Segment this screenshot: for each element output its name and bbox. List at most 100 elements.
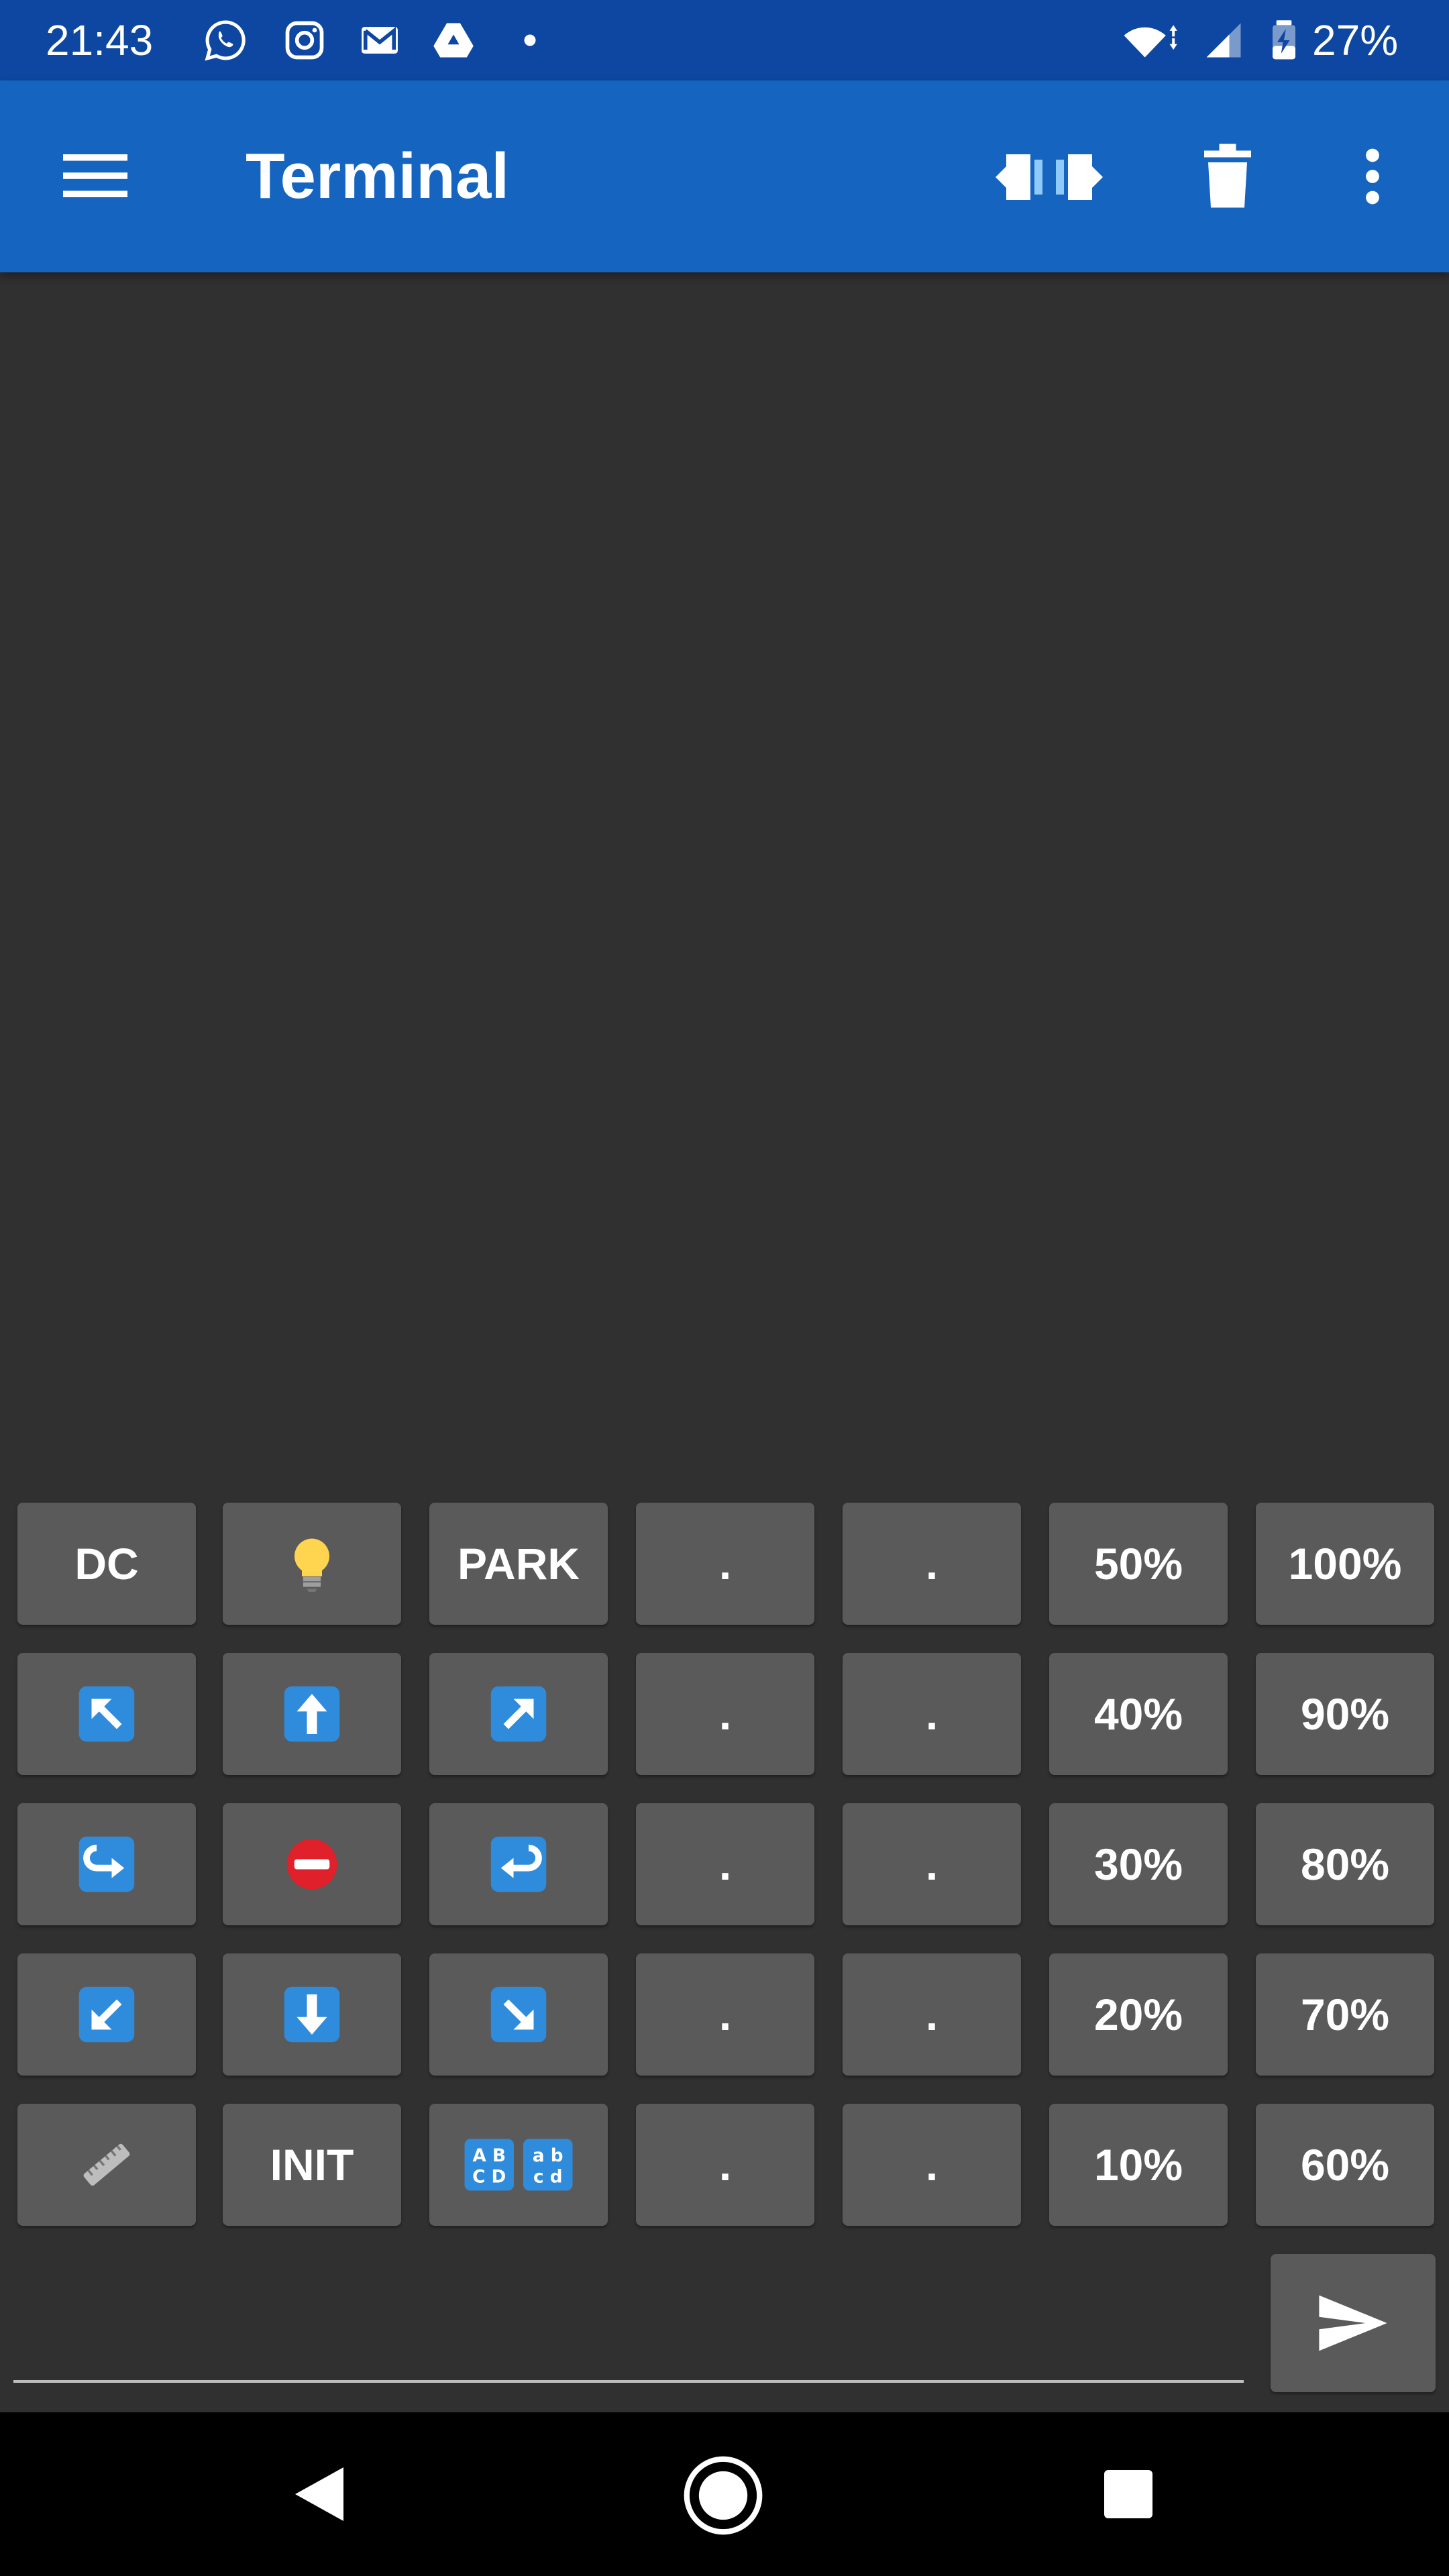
macro-button-label: DC [74, 1539, 139, 1589]
connect-icon[interactable] [993, 144, 1106, 211]
more-vert-icon[interactable] [1354, 146, 1391, 207]
macro-button-abcd[interactable]: A B C D a b c d [429, 2104, 608, 2226]
macro-button-up[interactable] [223, 1653, 401, 1775]
macro-button-label: 40% [1093, 1689, 1183, 1739]
macro-button-label: . [718, 1839, 732, 1889]
arrow-curve-left-icon [490, 1836, 547, 1892]
app-title: Terminal [246, 140, 509, 212]
arrow-up-right-icon [490, 1686, 547, 1742]
macro-button-label: 60% [1300, 2140, 1390, 2190]
macro-button-label: . [718, 1539, 732, 1589]
macro-button-stop[interactable] [223, 1803, 401, 1925]
macro-button-label: PARK [457, 1539, 580, 1589]
ruler-icon [83, 2143, 130, 2186]
macro-button-blank[interactable]: . [636, 1953, 814, 2076]
macro-button-measure[interactable] [17, 2104, 196, 2226]
delete-icon[interactable] [1201, 142, 1254, 209]
macro-button-turn-right[interactable] [17, 1803, 196, 1925]
macro-button-label: . [718, 1990, 732, 2039]
arrow-curve-right-icon [78, 1836, 135, 1892]
macro-button-label: 20% [1093, 1990, 1183, 2039]
macro-button-label: . [925, 1689, 938, 1739]
menu-icon[interactable] [60, 149, 130, 203]
macro-button-blank[interactable]: . [843, 1653, 1021, 1775]
macro-button-10[interactable]: 10% [1049, 2104, 1228, 2226]
nav-back-icon[interactable] [292, 2465, 346, 2524]
battery-percent: 27% [1312, 16, 1399, 64]
macro-button-label: . [718, 2140, 732, 2190]
status-bar: 21:43 27% [0, 0, 1449, 80]
no-entry-icon [286, 1839, 337, 1890]
macro-button-blank[interactable]: . [843, 1803, 1021, 1925]
macro-button-label: . [925, 1839, 938, 1889]
macro-button-blank[interactable]: . [843, 1953, 1021, 2076]
macro-button-label: 70% [1300, 1990, 1390, 2039]
battery-charging-icon [1273, 20, 1295, 60]
macro-button-blank[interactable]: . [636, 1803, 814, 1925]
macro-button-label: . [718, 1689, 732, 1739]
gmail-icon [362, 26, 398, 54]
instagram-icon [285, 21, 324, 60]
arrow-up-icon [284, 1686, 340, 1742]
macro-button-blank[interactable]: . [843, 2104, 1021, 2226]
abcd-upper-top: A B [473, 2146, 506, 2166]
light-bulb-icon [294, 1538, 330, 1592]
macro-button-90[interactable]: 90% [1256, 1653, 1434, 1775]
macro-button-80[interactable]: 80% [1256, 1803, 1434, 1925]
macro-button-label: . [925, 1990, 938, 2039]
arrow-up-left-icon [78, 1686, 135, 1742]
macro-button-up-right[interactable] [429, 1653, 608, 1775]
arrow-down-right-icon [490, 1986, 547, 2043]
dot-icon [524, 34, 536, 46]
abcd-lower-bottom: c d [533, 2167, 563, 2187]
macro-button-down[interactable] [223, 1953, 401, 2076]
macro-button-blank[interactable]: . [843, 1503, 1021, 1625]
macro-button-50[interactable]: 50% [1049, 1503, 1228, 1625]
nav-recents-icon[interactable] [1102, 2467, 1155, 2521]
send-icon [1319, 2295, 1387, 2351]
macro-button-100[interactable]: 100% [1256, 1503, 1434, 1625]
macro-button-up-left[interactable] [17, 1653, 196, 1775]
macro-button-blank[interactable]: . [636, 1503, 814, 1625]
command-input[interactable] [13, 2267, 1246, 2376]
macro-button-70[interactable]: 70% [1256, 1953, 1434, 2076]
macro-button-light[interactable] [223, 1503, 401, 1625]
macro-button-label: . [925, 2140, 938, 2190]
macro-button-60[interactable]: 60% [1256, 2104, 1434, 2226]
macro-button-init[interactable]: INIT [223, 2104, 401, 2226]
arrow-down-left-icon [78, 1986, 135, 2043]
macro-button-20[interactable]: 20% [1049, 1953, 1228, 2076]
input-underline [13, 2380, 1244, 2383]
macro-button-down-left[interactable] [17, 1953, 196, 2076]
app-bar: Terminal [0, 80, 1449, 272]
cell-signal-icon [1206, 23, 1241, 58]
arrow-down-icon [284, 1986, 340, 2043]
macro-button-label: 30% [1093, 1839, 1183, 1889]
macro-button-30[interactable]: 30% [1049, 1803, 1228, 1925]
macro-button-blank[interactable]: . [636, 2104, 814, 2226]
macro-button-label: 100% [1288, 1539, 1402, 1589]
macro-button-label: 10% [1093, 2140, 1183, 2190]
macro-button-park[interactable]: PARK [429, 1503, 608, 1625]
abcd-lower-top: a b [533, 2146, 564, 2166]
macro-button-label: 80% [1300, 1839, 1390, 1889]
send-button[interactable] [1271, 2254, 1436, 2392]
abcd-icon: A B C D a b c d [464, 2139, 573, 2191]
macro-button-label: INIT [270, 2140, 354, 2190]
macro-button-blank[interactable]: . [636, 1653, 814, 1775]
navigation-bar [0, 2412, 1449, 2576]
nav-home-icon[interactable] [682, 2454, 765, 2537]
macro-button-turn-left[interactable] [429, 1803, 608, 1925]
whatsapp-icon [205, 20, 246, 61]
status-time: 21:43 [46, 16, 154, 64]
google-drive-icon [433, 23, 474, 58]
macro-button-40[interactable]: 40% [1049, 1653, 1228, 1775]
macro-button-label: 50% [1093, 1539, 1183, 1589]
terminal-output [0, 272, 1449, 1480]
macro-button-down-right[interactable] [429, 1953, 608, 2076]
wifi-icon [1124, 25, 1177, 58]
macro-button-label: 90% [1300, 1689, 1390, 1739]
macro-button-label: . [925, 1539, 938, 1589]
macro-button-dc[interactable]: DC [17, 1503, 196, 1625]
abcd-upper-bottom: C D [472, 2167, 506, 2187]
